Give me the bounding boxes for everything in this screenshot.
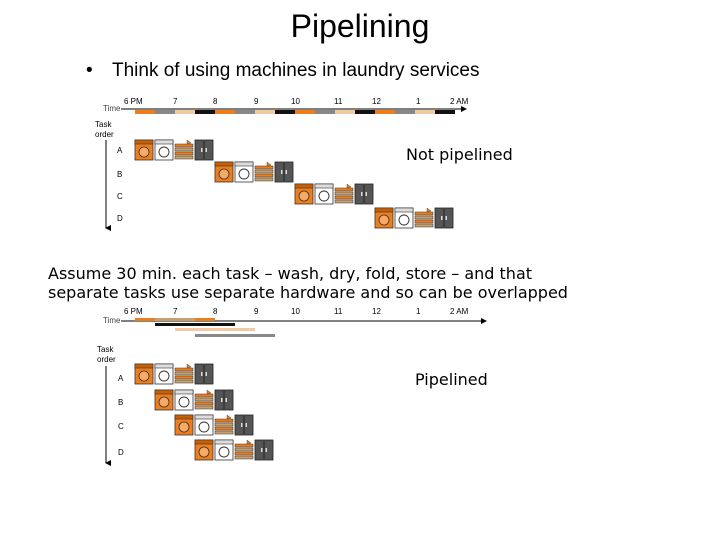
- time-label: Time: [103, 104, 121, 113]
- hour-label: 2 AM: [450, 307, 469, 316]
- washer-icon: [194, 439, 214, 461]
- task-label: C: [118, 422, 124, 431]
- hour-label: 1: [416, 97, 421, 106]
- washer-icon: [374, 207, 394, 229]
- task-label: A: [117, 146, 123, 155]
- storage-icon: [214, 389, 234, 411]
- task-label: D: [118, 448, 124, 457]
- task-d-loads: [194, 439, 274, 461]
- washer-icon: [294, 183, 314, 205]
- dryer-icon: [234, 161, 254, 183]
- washer-icon: [134, 363, 154, 385]
- task-label: D: [117, 214, 123, 223]
- hour-label: 10: [291, 307, 300, 316]
- time-label: Time: [103, 316, 121, 325]
- storage-icon: [194, 363, 214, 385]
- dryer-icon: [314, 183, 334, 205]
- dryer-icon: [154, 363, 174, 385]
- task-label: B: [117, 170, 122, 179]
- task-label: B: [118, 398, 123, 407]
- hour-label: 6 PM: [124, 97, 143, 106]
- page-title: Pipelining: [290, 8, 430, 44]
- dryer-icon: [394, 207, 414, 229]
- not-pipelined-label: Not pipelined: [406, 145, 513, 164]
- hour-label: 2 AM: [450, 97, 469, 106]
- folder-icon: [234, 439, 254, 460]
- washer-icon: [174, 414, 194, 436]
- task-order-label: Task: [95, 120, 112, 129]
- dryer-icon: [154, 139, 174, 161]
- assumption-text: Assume 30 min. each task – wash, dry, fo…: [48, 264, 568, 302]
- task-order-label: order: [97, 355, 116, 364]
- folder-icon: [334, 183, 354, 204]
- task-order-label: order: [95, 130, 114, 139]
- task-label: C: [117, 192, 123, 201]
- task-d-loads: [374, 207, 454, 229]
- task-a-loads: [134, 139, 214, 161]
- task-order-label: Task: [97, 345, 114, 354]
- storage-icon: [254, 439, 274, 461]
- task-label: A: [118, 374, 124, 383]
- task-c-loads: [294, 183, 374, 205]
- dryer-icon: [174, 389, 194, 411]
- task-b-loads: [214, 161, 294, 183]
- folder-icon: [194, 389, 214, 410]
- folder-icon: [174, 139, 194, 160]
- hour-label: 7: [173, 97, 178, 106]
- pipelined-label: Pipelined: [415, 370, 488, 389]
- hour-label: 7: [173, 307, 178, 316]
- storage-icon: [354, 183, 374, 205]
- hour-label: 6 PM: [124, 307, 143, 316]
- assumption-line: Assume 30 min. each task – wash, dry, fo…: [48, 264, 533, 283]
- hour-label: 11: [334, 97, 343, 106]
- timeline-top: Time 6 PM 7 8 9 10 11 12 1 2 AM: [95, 97, 469, 231]
- hour-label: 9: [254, 97, 259, 106]
- folder-icon: [254, 161, 274, 182]
- storage-icon: [434, 207, 454, 229]
- task-a-loads: [134, 363, 214, 385]
- timeline-bottom: Time 6 PM 7 8 9 10 11 12 1 2 AM Task ord…: [97, 307, 487, 466]
- folder-icon: [414, 207, 434, 228]
- hour-label: 8: [213, 307, 218, 316]
- hour-label: 1: [416, 307, 421, 316]
- hour-label: 12: [372, 97, 381, 106]
- storage-icon: [274, 161, 294, 183]
- bullet-text: Think of using machines in laundry servi…: [112, 60, 480, 81]
- hour-label: 9: [254, 307, 259, 316]
- task-c-loads: [174, 414, 254, 436]
- hour-label: 11: [334, 307, 343, 316]
- hour-label: 8: [213, 97, 218, 106]
- washer-icon: [134, 139, 154, 161]
- bullet-point: • Think of using machines in laundry serv…: [86, 60, 480, 82]
- hour-label: 12: [372, 307, 381, 316]
- schedule-bar: [135, 110, 455, 114]
- task-b-loads: [154, 389, 234, 411]
- washer-icon: [154, 389, 174, 411]
- hour-label: 10: [291, 97, 300, 106]
- folder-icon: [174, 363, 194, 384]
- dryer-icon: [214, 439, 234, 461]
- folder-icon: [214, 414, 234, 435]
- washer-icon: [214, 161, 234, 183]
- bullet-dot-icon: •: [86, 60, 93, 81]
- dryer-icon: [194, 414, 214, 436]
- storage-icon: [234, 414, 254, 436]
- assumption-line: separate tasks use separate hardware and…: [48, 283, 568, 302]
- pipeline-bars: [135, 318, 275, 337]
- storage-icon: [194, 139, 214, 161]
